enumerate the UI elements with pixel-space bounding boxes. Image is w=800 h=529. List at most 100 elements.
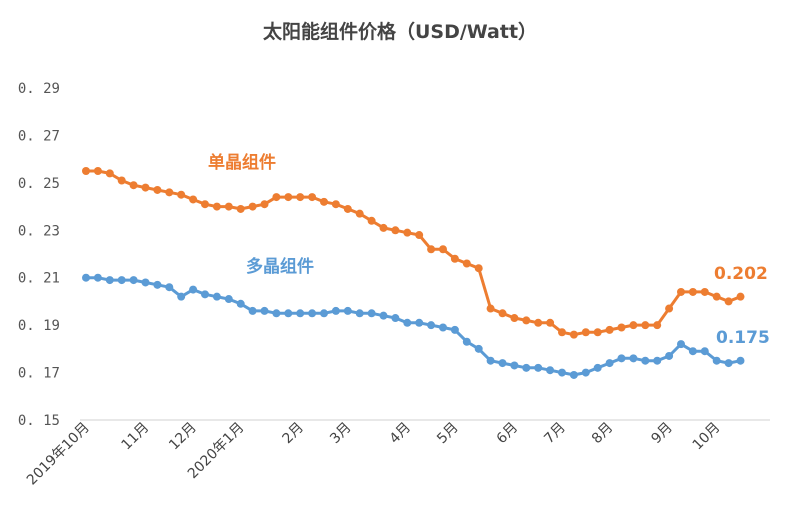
data-point	[450, 325, 459, 334]
data-point	[641, 321, 650, 330]
data-point	[177, 190, 186, 199]
data-point	[677, 287, 685, 296]
data-point	[462, 259, 471, 268]
series-label-poly: 多晶组件	[246, 256, 314, 277]
x-tick-label: 11月	[119, 420, 153, 454]
data-point	[284, 193, 293, 202]
data-point	[153, 185, 162, 194]
data-point	[558, 328, 566, 337]
data-point	[439, 245, 447, 254]
data-point	[510, 361, 519, 370]
data-point	[296, 309, 305, 318]
data-point	[367, 309, 376, 318]
data-point	[427, 245, 436, 254]
data-point	[260, 306, 269, 315]
chart-title: 太阳能组件价格（USD/Watt）	[263, 20, 537, 43]
data-point	[677, 340, 685, 349]
data-point	[224, 202, 233, 211]
data-point	[379, 223, 388, 232]
data-point	[403, 228, 412, 237]
data-point	[236, 204, 245, 213]
data-point	[296, 193, 305, 202]
y-tick-label: 0. 25	[18, 176, 60, 192]
data-point	[439, 323, 447, 332]
series-group	[82, 167, 745, 379]
data-point	[498, 359, 507, 368]
data-point	[129, 276, 138, 285]
data-point	[331, 200, 340, 209]
data-point	[474, 264, 483, 273]
data-point	[343, 306, 352, 315]
data-point	[712, 356, 721, 365]
data-point	[569, 330, 578, 339]
data-point	[688, 287, 697, 296]
data-point	[82, 167, 90, 175]
data-point	[260, 200, 269, 209]
x-tick-label: 4月	[387, 420, 415, 448]
data-point	[224, 295, 233, 304]
data-point	[236, 299, 245, 308]
data-point	[724, 297, 733, 306]
data-point	[593, 363, 602, 372]
data-point	[712, 292, 721, 301]
series-label-mono: 单晶组件	[208, 152, 276, 173]
y-tick-label: 0. 27	[18, 128, 60, 144]
data-point	[688, 347, 697, 356]
data-point	[450, 254, 459, 263]
data-point	[569, 370, 578, 379]
data-point	[498, 309, 507, 318]
data-point	[629, 354, 638, 363]
data-point	[486, 356, 495, 365]
data-point	[700, 287, 709, 296]
data-point	[212, 202, 221, 211]
data-point	[355, 209, 364, 218]
data-point	[415, 231, 424, 240]
data-point	[93, 167, 102, 175]
data-point	[534, 318, 543, 327]
data-label-poly-last: 0.175	[716, 328, 770, 348]
data-point	[403, 318, 412, 327]
data-point	[665, 351, 674, 360]
data-point	[617, 354, 626, 363]
y-tick-label: 0. 21	[18, 271, 60, 287]
data-point	[272, 309, 281, 318]
data-point	[165, 283, 174, 292]
data-point	[593, 328, 602, 337]
x-tick-label: 3月	[327, 420, 355, 448]
data-point	[177, 292, 186, 301]
data-point	[355, 309, 364, 318]
data-point	[82, 273, 90, 282]
data-point	[700, 347, 709, 356]
data-point	[724, 359, 733, 368]
x-tick-label: 2月	[280, 420, 308, 448]
y-tick-label: 0. 15	[18, 413, 60, 429]
x-tick-label: 5月	[434, 420, 462, 448]
data-point	[272, 193, 281, 202]
data-point	[522, 316, 531, 325]
data-point	[605, 325, 614, 334]
x-tick-label: 12月	[166, 420, 200, 454]
data-point	[474, 344, 483, 353]
data-point	[201, 200, 209, 209]
x-tick-label: 2019年10月	[24, 420, 93, 489]
data-point	[653, 356, 662, 365]
data-point	[534, 363, 543, 372]
data-point	[320, 197, 328, 206]
y-tick-label: 0. 23	[18, 223, 60, 239]
data-point	[510, 314, 519, 323]
data-point	[284, 309, 293, 318]
data-point	[581, 328, 590, 337]
x-tick-label: 9月	[648, 420, 676, 448]
data-point	[308, 309, 317, 318]
data-point	[201, 290, 209, 299]
data-point	[462, 337, 471, 346]
data-point	[736, 356, 745, 365]
data-point	[653, 321, 662, 330]
data-point	[391, 226, 400, 235]
data-point	[248, 202, 257, 211]
y-tick-label: 0. 29	[18, 81, 60, 97]
data-point	[665, 304, 674, 313]
data-point	[93, 273, 102, 282]
data-point	[522, 363, 531, 372]
